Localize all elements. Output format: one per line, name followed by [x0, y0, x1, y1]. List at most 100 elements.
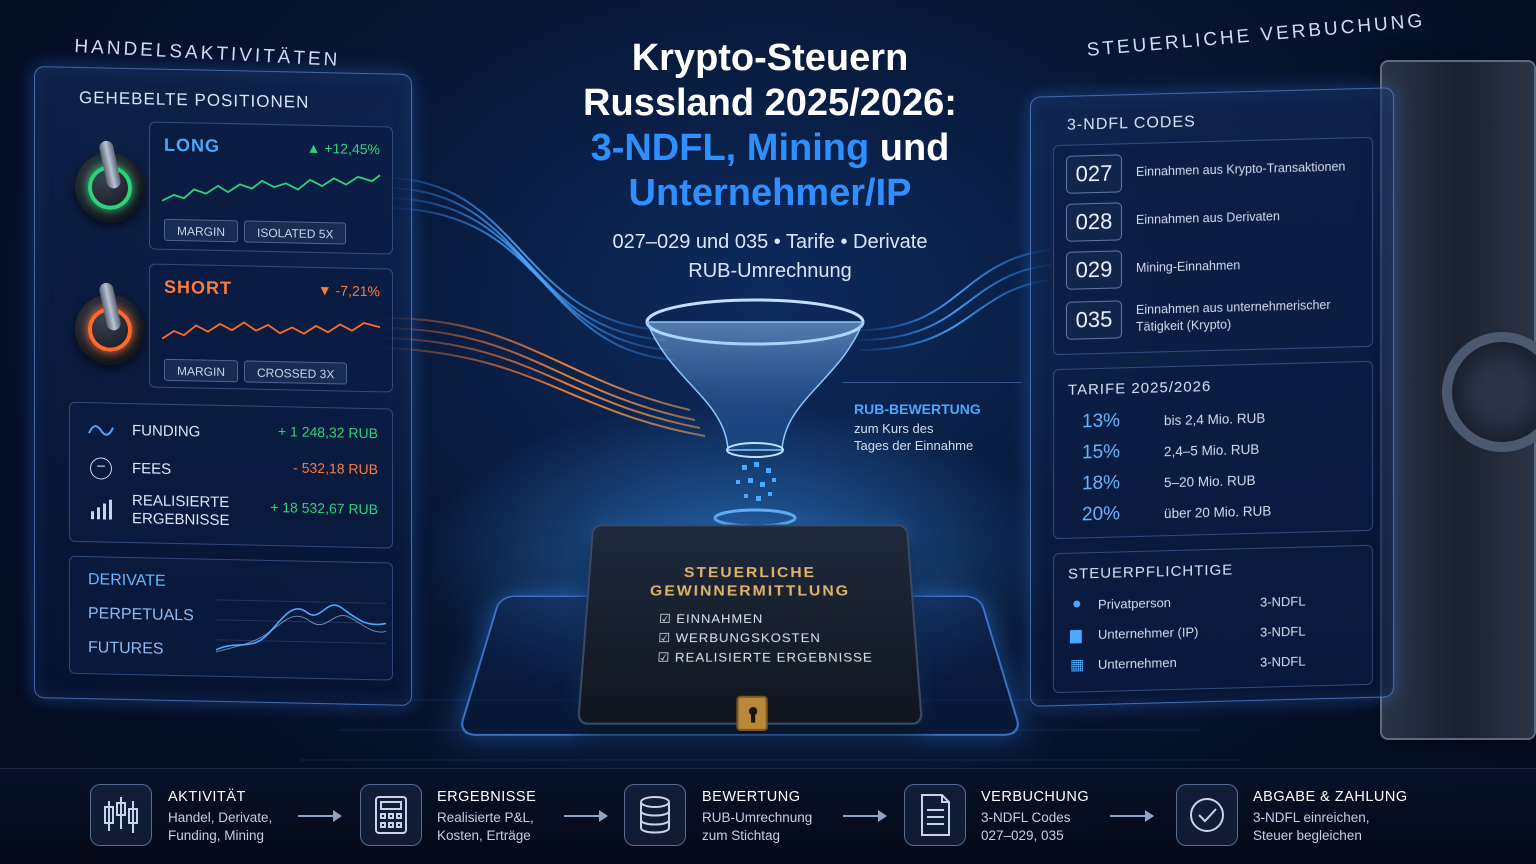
vault-wheel-icon	[1442, 332, 1536, 452]
code-028: 028	[1066, 202, 1122, 242]
rates-card: TARIFE 2025/2026 13% bis 2,4 Mio. RUB 15…	[1053, 360, 1373, 540]
long-sparkline	[162, 174, 381, 202]
long-knob[interactable]	[75, 139, 145, 224]
book-item-1: ☑ EINNAHMEN	[658, 611, 764, 626]
code-035: 035	[1066, 300, 1122, 340]
short-knob[interactable]	[75, 281, 145, 366]
step-3-line-2: zum Stichtag	[702, 828, 781, 843]
taxpayer-company-form: 3-NDFL	[1260, 653, 1306, 670]
candlestick-icon	[90, 784, 152, 846]
book-item-3: ☑ REALISIERTE ERGEBNISSE	[657, 649, 874, 665]
title-line-2: Russland 2025/2026:	[583, 82, 957, 124]
step-arrow-4	[1110, 810, 1154, 822]
rate-text-2: 2,4–5 Mio. RUB	[1164, 441, 1260, 460]
fees-label: FEES	[132, 460, 172, 478]
title-line-3-white: und	[869, 127, 950, 169]
funding-value: + 1 248,32 RUB	[277, 423, 378, 442]
title-line-1: Krypto-Steuern	[631, 37, 909, 79]
title-block: Krypto-Steuern Russland 2025/2026: 3-NDF…	[520, 36, 1020, 286]
taxpayer-ip-label: Unternehmer (IP)	[1098, 624, 1199, 642]
short-margin-pill[interactable]: MARGIN	[164, 358, 238, 383]
bars-icon	[91, 499, 112, 520]
short-label: SHORT	[164, 276, 232, 299]
book-title-line-2: GEWINNERMITTLUNG	[649, 583, 851, 600]
rate-text-4: über 20 Mio. RUB	[1164, 503, 1272, 522]
funding-wave-icon	[88, 425, 114, 436]
rate-row-2: 15% 2,4–5 Mio. RUB	[1082, 435, 1362, 464]
rub-valuation-line-1: zum Kurs des	[854, 421, 934, 436]
rub-valuation-note: RUB-BEWERTUNG zum Kurs des Tages der Ein…	[842, 382, 1022, 453]
lock-icon	[736, 695, 768, 732]
rate-text-1: bis 2,4 Mio. RUB	[1164, 410, 1266, 429]
step-4-line-2: 027–029, 035	[981, 828, 1064, 843]
derivatives-label: DERIVATE	[88, 571, 166, 590]
vault-safe	[1380, 60, 1536, 740]
step-4-line-1: 3-NDFL Codes	[981, 810, 1071, 825]
step-arrow-1	[298, 810, 342, 822]
subtitle-line-1: 027–029 und 035 • Tarife • Derivate	[612, 231, 928, 253]
check-icon: ☑	[657, 649, 676, 665]
taxpayers-card: STEUERPFLICHTIGE ● Privatperson 3-NDFL ▆…	[1053, 544, 1373, 694]
subtitle-line-2: RUB-Umrechnung	[688, 260, 852, 282]
document-icon	[904, 784, 966, 846]
calculator-icon	[360, 784, 422, 846]
fees-minus-icon: −	[90, 457, 112, 480]
long-isolated-pill[interactable]: ISOLATED 5X	[244, 220, 347, 245]
taxpayer-row-private: ● Privatperson 3-NDFL	[1068, 588, 1360, 620]
rate-text-3: 5–20 Mio. RUB	[1164, 472, 1256, 491]
derivatives-wave-chart	[216, 599, 386, 653]
short-position-card: SHORT ▼ -7,21% MARGIN CROSSED 3X	[149, 263, 393, 393]
code-035-text-2: Tätigkeit (Krypto)	[1136, 317, 1232, 334]
derivatives-card: DERIVATE PERPETUALS FUTURES	[69, 555, 393, 681]
tax-booking-panel: 3-NDFL CODES 027 Einnahmen aus Krypto-Tr…	[1030, 87, 1394, 707]
step-arrow-3	[843, 810, 887, 822]
realized-label-1: REALISIERTE	[132, 492, 230, 512]
futures-label: FUTURES	[88, 639, 164, 658]
taxpayer-company-label: Unternehmen	[1098, 654, 1177, 672]
check-icon: ☑	[657, 630, 676, 646]
rate-pct-4: 20%	[1082, 503, 1121, 526]
code-row-029: 029 Mining-Einnahmen	[1066, 244, 1366, 292]
code-029-text: Mining-Einnahmen	[1136, 258, 1241, 275]
funding-label: FUNDING	[132, 422, 201, 441]
taxpayer-private-label: Privatperson	[1098, 595, 1171, 612]
long-change: ▲ +12,45%	[306, 139, 380, 158]
leveraged-positions-title: Gehebelte Positionen	[79, 87, 310, 112]
rub-valuation-title: RUB-BEWERTUNG	[854, 401, 981, 417]
short-sparkline	[162, 321, 381, 340]
step-arrow-2	[564, 810, 608, 822]
rates-title: TARIFE 2025/2026	[1068, 378, 1212, 399]
perpetuals-label: PERPETUALS	[88, 605, 194, 625]
step-3-title: BEWERTUNG	[702, 789, 801, 805]
trading-panel: Gehebelte Positionen LONG ▲ +12,45% MARG…	[34, 66, 412, 706]
step-1-title: AKTIVITÄT	[168, 789, 246, 805]
code-row-028: 028 Einnahmen aus Derivaten	[1066, 196, 1366, 244]
briefcase-icon: ▆	[1070, 626, 1082, 644]
long-margin-pill[interactable]: MARGIN	[164, 218, 238, 243]
short-change: ▼ -7,21%	[317, 281, 380, 300]
short-crossed-pill[interactable]: CROSSED 3X	[244, 360, 348, 385]
taxpayer-row-ip: ▆ Unternehmer (IP) 3-NDFL	[1068, 618, 1360, 650]
taxpayer-ip-form: 3-NDFL	[1260, 623, 1306, 640]
tax-book: STEUERLICHE GEWINNERMITTLUNG ☑ EINNAHMEN…	[576, 524, 924, 732]
rate-pct-3: 18%	[1082, 472, 1121, 495]
check-icon: ☑	[658, 611, 677, 626]
long-position-card: LONG ▲ +12,45% MARGIN ISOLATED 5X	[149, 121, 393, 255]
pnl-card: FUNDING + 1 248,32 RUB − FEES - 532,18 R…	[69, 401, 393, 549]
step-4-title: VERBUCHUNG	[981, 789, 1090, 805]
title-line-3: 3-NDFL, Mining und	[520, 126, 1020, 171]
step-3-line-1: RUB-Umrechnung	[702, 810, 813, 825]
step-1-line-1: Handel, Derivate,	[168, 810, 273, 825]
step-5-title: ABGABE & ZAHLUNG	[1253, 789, 1408, 805]
step-5-line-2: Steuer begleichen	[1253, 828, 1362, 843]
person-icon: ●	[1072, 595, 1082, 613]
process-steps-bar	[0, 768, 1536, 864]
long-label: LONG	[164, 134, 220, 156]
rub-valuation-line-2: Tages der Einnahme	[854, 438, 974, 453]
check-circle-icon	[1176, 784, 1238, 846]
rate-pct-1: 13%	[1082, 410, 1121, 433]
code-028-text: Einnahmen aus Derivaten	[1136, 209, 1280, 227]
code-row-035: 035 Einnahmen aus unternehmerischer Täti…	[1066, 294, 1366, 346]
code-035-text-1: Einnahmen aus unternehmerischer	[1136, 297, 1331, 317]
title-line-3-blue: 3-NDFL, Mining	[590, 127, 870, 169]
